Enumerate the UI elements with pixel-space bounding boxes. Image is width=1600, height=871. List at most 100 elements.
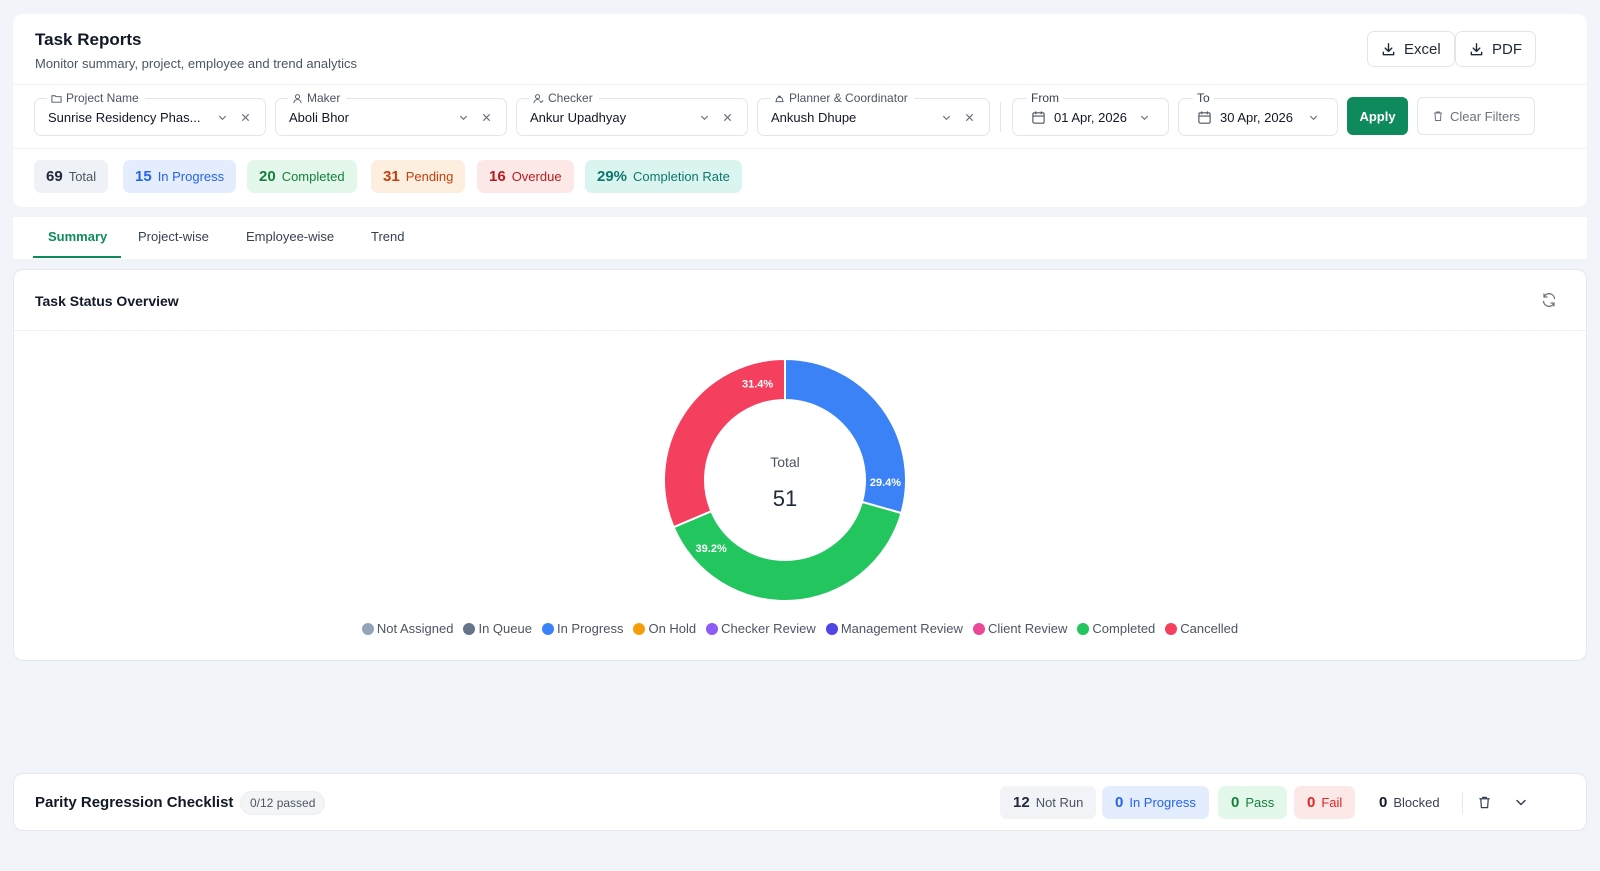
checklist-stat-pill: 12 Not Run xyxy=(1000,786,1097,819)
stat-label: In Progress xyxy=(157,169,225,184)
clear-icon[interactable] xyxy=(240,112,251,123)
stat-pill: 15 In Progress xyxy=(123,160,237,193)
download-icon xyxy=(1382,42,1395,55)
planner-coordinator-label: Planner & Coordinator xyxy=(770,90,914,106)
clear-filters-button[interactable]: Clear Filters xyxy=(1417,97,1535,135)
donut-slice-completed[interactable] xyxy=(672,500,903,602)
stat-pill: 69 Total xyxy=(34,160,109,193)
planner-coordinator-select[interactable]: Planner & Coordinator Ankush Dhupe xyxy=(757,90,990,136)
donut-slice-in-progress[interactable] xyxy=(784,357,907,515)
legend-label: On Hold xyxy=(648,621,697,636)
chevron-down-icon[interactable] xyxy=(217,112,228,123)
from-date-picker[interactable]: From 01 Apr, 2026 xyxy=(1012,90,1169,136)
chevron-down-icon[interactable] xyxy=(699,112,710,123)
from-date-label: From xyxy=(1027,90,1063,106)
legend-item[interactable]: Checker Review xyxy=(706,621,816,636)
legend-label: Management Review xyxy=(840,621,963,636)
legend-swatch xyxy=(361,622,374,635)
legend-item[interactable]: In Progress xyxy=(541,621,623,636)
chevron-down-icon[interactable] xyxy=(1139,112,1150,123)
legend-item[interactable]: Not Assigned xyxy=(361,621,453,636)
checklist-stat-pill: 0 Blocked xyxy=(1366,786,1453,819)
tab-project-wise[interactable]: Project-wise xyxy=(138,229,209,244)
tab-trend[interactable]: Trend xyxy=(371,229,405,244)
calendar-icon xyxy=(1032,111,1045,124)
chart-legend: Not Assigned In Queue In Progress On Hold Ch… xyxy=(14,621,1586,636)
legend-label: Client Review xyxy=(987,621,1068,636)
legend-swatch xyxy=(706,622,719,635)
donut-chart-svg: 29.4% 39.2% 31.4% Total 51 xyxy=(663,357,907,602)
download-icon xyxy=(1470,42,1483,55)
export-excel-label: Excel xyxy=(1404,40,1441,58)
stat-pill: 31 Pending xyxy=(371,160,466,193)
chevron-down-icon[interactable] xyxy=(458,112,469,123)
checklist-stat-label: Not Run xyxy=(1035,795,1084,810)
stat-value: 15 xyxy=(135,168,152,185)
checklist-stat-value: 0 xyxy=(1231,794,1240,811)
donut-chart: 29.4% 39.2% 31.4% Total 51 xyxy=(650,345,920,615)
divider xyxy=(1462,792,1463,814)
legend-item[interactable]: In Queue xyxy=(463,621,532,636)
checklist-stat-value: 0 xyxy=(1307,794,1316,811)
checklist-title: Parity Regression Checklist xyxy=(35,794,234,811)
clear-filters-label: Clear Filters xyxy=(1449,108,1521,124)
export-pdf-button[interactable]: PDF xyxy=(1455,31,1536,67)
stat-label: Completion Rate xyxy=(633,169,730,184)
legend-label: In Queue xyxy=(478,621,532,636)
legend-swatch xyxy=(463,622,476,635)
maker-value: Aboli Bhor xyxy=(289,110,349,125)
checklist-stat-label: Fail xyxy=(1321,795,1343,810)
stat-pill: 20 Completed xyxy=(247,160,357,193)
legend-label: Completed xyxy=(1092,621,1156,636)
chevron-down-icon[interactable] xyxy=(941,112,952,123)
maker-label: Maker xyxy=(288,90,347,106)
legend-swatch xyxy=(1165,622,1178,635)
page-title: Task Reports xyxy=(35,30,142,49)
chevron-down-icon[interactable] xyxy=(1308,112,1319,123)
checklist-stat-label: In Progress xyxy=(1129,795,1196,810)
active-tab-indicator xyxy=(33,256,121,258)
task-status-overview-card: Task Status Overview 29.4% 39.2% 31.4% Tot… xyxy=(13,269,1587,661)
legend-label: Cancelled xyxy=(1180,621,1239,636)
tab-summary[interactable]: Summary xyxy=(48,229,108,244)
stat-value: 69 xyxy=(46,168,63,185)
legend-item[interactable]: On Hold xyxy=(633,621,696,636)
to-date-value: 30 Apr, 2026 xyxy=(1220,110,1294,125)
export-excel-button[interactable]: Excel xyxy=(1367,31,1455,67)
legend-swatch xyxy=(633,622,646,635)
legend-item[interactable]: Client Review xyxy=(972,621,1068,636)
donut-slice-label: 39.2% xyxy=(696,543,727,555)
hard-hat-icon xyxy=(775,95,784,102)
from-date-value: 01 Apr, 2026 xyxy=(1054,110,1128,125)
maker-select[interactable]: Maker Aboli Bhor xyxy=(275,90,507,136)
donut-center-label: Total xyxy=(770,454,800,470)
checklist-stat-pill: 0 Fail xyxy=(1294,786,1356,819)
legend-item[interactable]: Completed xyxy=(1077,621,1155,636)
report-header-card: Task Reports Monitor summary, project, e… xyxy=(13,14,1587,207)
tab-employee-wise[interactable]: Employee-wise xyxy=(246,229,335,244)
clear-icon[interactable] xyxy=(722,112,733,123)
legend-item[interactable]: Cancelled xyxy=(1165,621,1238,636)
to-date-picker[interactable]: To 30 Apr, 2026 xyxy=(1178,90,1338,136)
stat-pill: 16 Overdue xyxy=(477,160,574,193)
stat-value: 29% xyxy=(597,168,628,185)
folder-icon xyxy=(51,94,62,103)
export-pdf-label: PDF xyxy=(1492,40,1522,58)
checklist-stat-value: 0 xyxy=(1379,794,1388,811)
divider xyxy=(14,330,1586,331)
chevron-down-icon[interactable] xyxy=(1514,795,1528,809)
stat-value: 31 xyxy=(383,168,400,185)
stat-value: 16 xyxy=(489,168,506,185)
clear-icon[interactable] xyxy=(481,112,492,123)
apply-button[interactable]: Apply xyxy=(1347,97,1408,135)
refresh-icon[interactable] xyxy=(1541,292,1557,308)
legend-item[interactable]: Management Review xyxy=(825,621,963,636)
checker-select[interactable]: Checker Ankur Upadhyay xyxy=(516,90,748,136)
clear-icon[interactable] xyxy=(964,112,975,123)
trash-icon[interactable] xyxy=(1477,795,1492,810)
parity-checklist-card: Parity Regression Checklist 0/12 passed … xyxy=(13,773,1587,831)
donut-slice-cancelled[interactable] xyxy=(663,357,786,529)
checklist-passed-badge: 0/12 passed xyxy=(240,791,326,815)
project-name-select[interactable]: Project Name Sunrise Residency Phas... xyxy=(34,90,266,136)
checklist-stat-value: 12 xyxy=(1013,794,1030,811)
